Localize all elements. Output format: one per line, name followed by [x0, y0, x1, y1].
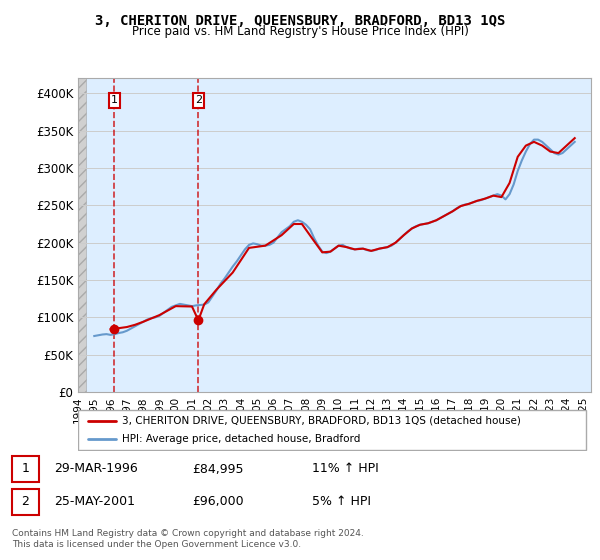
Text: 3, CHERITON DRIVE, QUEENSBURY, BRADFORD, BD13 1QS: 3, CHERITON DRIVE, QUEENSBURY, BRADFORD,…: [95, 14, 505, 28]
Text: 25-MAY-2001: 25-MAY-2001: [54, 496, 135, 508]
Text: Contains HM Land Registry data © Crown copyright and database right 2024.
This d: Contains HM Land Registry data © Crown c…: [12, 529, 364, 549]
Text: 29-MAR-1996: 29-MAR-1996: [54, 463, 138, 475]
Bar: [78, 78, 86, 392]
Text: 1: 1: [111, 95, 118, 105]
FancyBboxPatch shape: [78, 410, 586, 450]
Text: 5% ↑ HPI: 5% ↑ HPI: [312, 496, 371, 508]
Text: 3, CHERITON DRIVE, QUEENSBURY, BRADFORD, BD13 1QS (detached house): 3, CHERITON DRIVE, QUEENSBURY, BRADFORD,…: [122, 416, 520, 426]
Text: £84,995: £84,995: [192, 463, 244, 475]
Text: 11% ↑ HPI: 11% ↑ HPI: [312, 463, 379, 475]
Text: 2: 2: [22, 496, 29, 508]
Text: 1: 1: [22, 463, 29, 475]
Text: 2: 2: [195, 95, 202, 105]
Text: Price paid vs. HM Land Registry's House Price Index (HPI): Price paid vs. HM Land Registry's House …: [131, 25, 469, 38]
Bar: [78, 78, 86, 392]
Text: £96,000: £96,000: [192, 496, 244, 508]
Text: HPI: Average price, detached house, Bradford: HPI: Average price, detached house, Brad…: [122, 434, 360, 444]
FancyBboxPatch shape: [12, 488, 39, 515]
FancyBboxPatch shape: [12, 456, 39, 482]
